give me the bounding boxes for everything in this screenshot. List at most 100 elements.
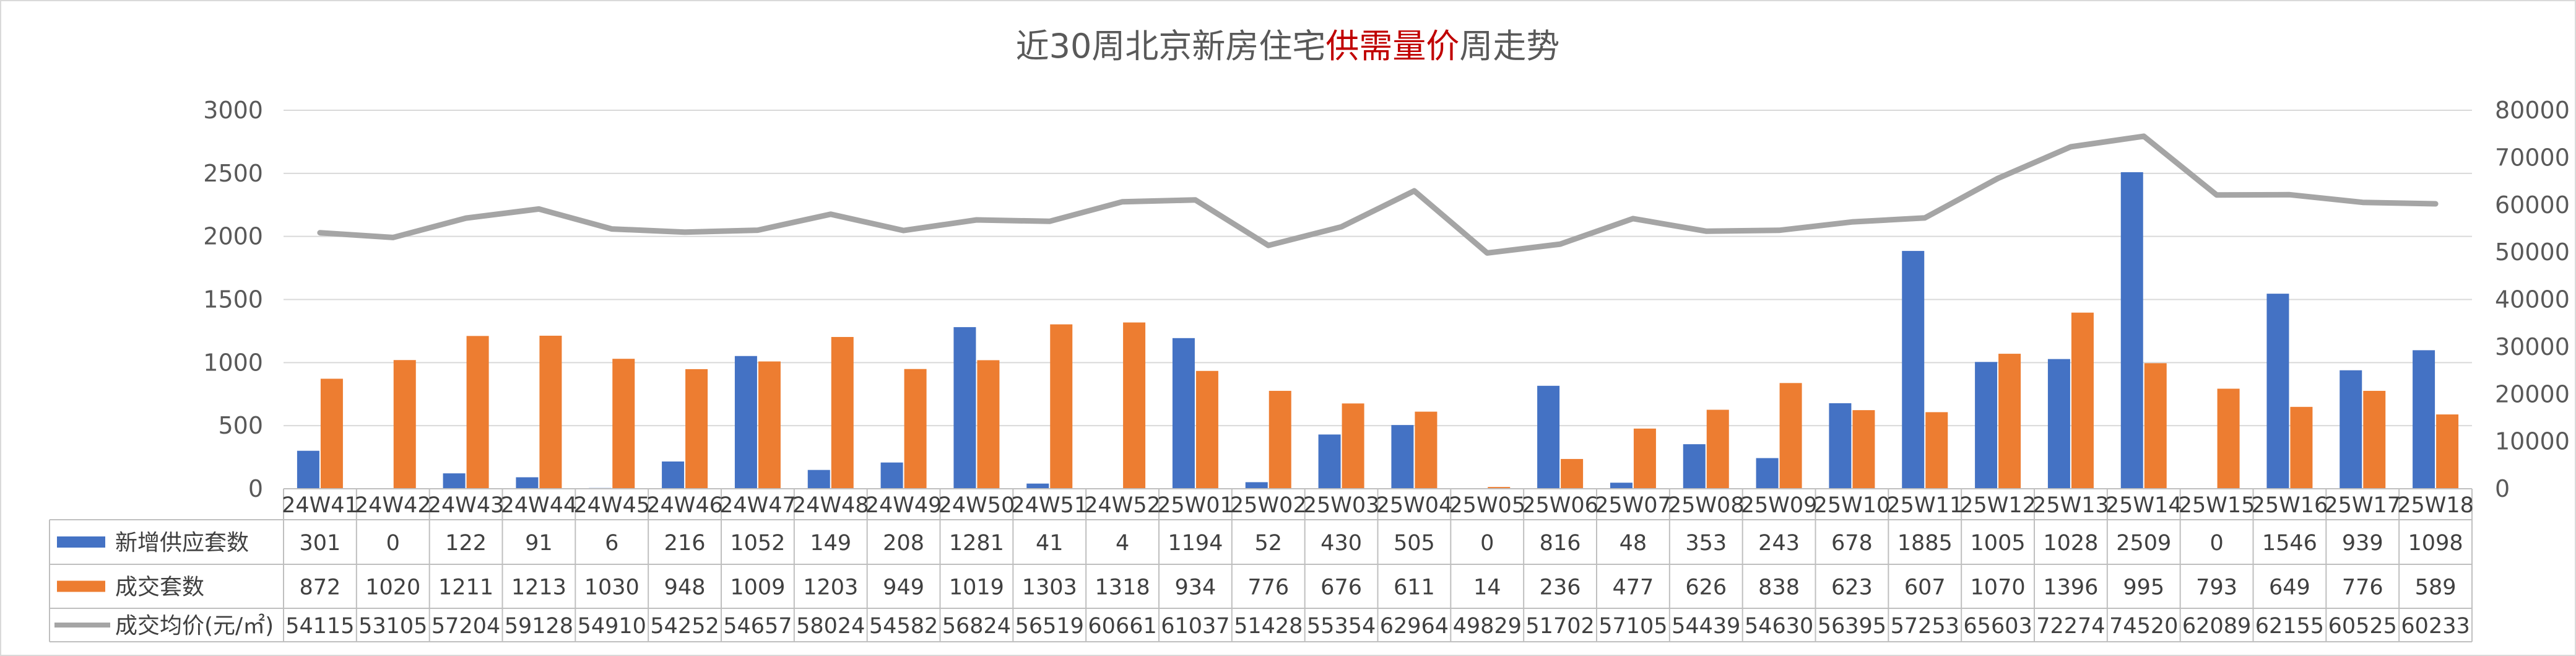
table-cell: 6	[605, 531, 618, 556]
transaction-bar	[1268, 390, 1291, 489]
table-cell: 62155	[2255, 614, 2324, 639]
transaction-bar	[2144, 363, 2167, 489]
gridlines	[284, 110, 2472, 427]
supply-bar	[1683, 444, 1706, 489]
table-cell: 56519	[1015, 614, 1084, 639]
category-label: 25W13	[2032, 493, 2109, 518]
y-left-tick-label: 2500	[203, 160, 263, 187]
transaction-bar	[1706, 409, 1729, 489]
table-cell: 1396	[2043, 575, 2098, 600]
table-cell: 56824	[942, 614, 1011, 639]
price-line	[317, 133, 2439, 256]
table-cell: 58024	[796, 614, 865, 639]
transaction-bar	[1925, 412, 1948, 489]
category-label: 24W50	[939, 493, 1015, 518]
table-cell: 51428	[1234, 614, 1303, 639]
table-cell: 54115	[285, 614, 354, 639]
transaction-bar	[2071, 312, 2094, 489]
supply-bar	[2120, 172, 2143, 489]
table-cell: 1098	[2408, 531, 2463, 556]
table-cell: 949	[883, 575, 924, 600]
table-cell: 1318	[1095, 575, 1150, 600]
table-cell: 1020	[365, 575, 420, 600]
table-cell: 54630	[1745, 614, 1813, 639]
supply-bar	[2413, 350, 2435, 489]
category-label: 25W06	[1522, 493, 1598, 518]
category-label: 25W07	[1595, 493, 1672, 518]
supply-bar	[297, 450, 319, 489]
y-right-tick-label: 70000	[2495, 144, 2570, 171]
table-cell: 1028	[2043, 531, 2098, 556]
supply-bar	[1537, 385, 1560, 489]
table-cell: 1213	[511, 575, 566, 600]
transaction-bar	[1342, 403, 1364, 489]
transaction-bar	[320, 378, 343, 489]
table-cell: 62089	[2182, 614, 2251, 639]
supply-bar	[953, 327, 976, 489]
table-cell: 934	[1175, 575, 1216, 600]
table-cell: 1009	[730, 575, 785, 600]
transaction-bar	[831, 336, 854, 489]
supply-bar	[1391, 425, 1414, 489]
table-cell: 0	[1480, 531, 1494, 556]
table-cell: 60525	[2328, 614, 2397, 639]
table-cell: 776	[2342, 575, 2383, 600]
category-label: 25W08	[1668, 493, 1745, 518]
table-cell: 52	[1254, 531, 1282, 556]
table-cell: 216	[664, 531, 706, 556]
table-cell: 1019	[949, 575, 1004, 600]
table-cell: 54657	[723, 614, 792, 639]
transaction-bar	[466, 336, 489, 489]
right-axis: 0 10000 20000 30000 40000 50000 60000 70000 8000…	[2495, 97, 2570, 502]
transaction-bar	[904, 369, 927, 489]
supply-bar	[1172, 338, 1195, 489]
transaction-bar	[539, 335, 562, 489]
table-cell: 60661	[1088, 614, 1156, 639]
table-cell: 2509	[2116, 531, 2171, 556]
legend-label: 成交套数	[115, 575, 204, 600]
y-right-tick-label: 60000	[2495, 191, 2570, 219]
transaction-bar	[1561, 458, 1584, 489]
supply-bar	[2047, 359, 2070, 489]
supply-bar	[734, 356, 757, 489]
left-axis: 0 500 1000 1500 2000 2500 3000	[203, 97, 263, 502]
transaction-bar	[685, 369, 708, 489]
table-cell: 65603	[1963, 614, 2032, 639]
table-cell: 57253	[1891, 614, 1959, 639]
avg-price-line	[317, 133, 2439, 256]
category-label: 25W11	[1886, 493, 1963, 518]
chart-title-highlight: 供需量价	[1325, 27, 1459, 66]
table-cell: 72274	[2036, 614, 2105, 639]
table-cell: 14	[1473, 575, 1501, 600]
table-cell: 56395	[1818, 614, 1886, 639]
table-cell: 1070	[1971, 575, 2026, 600]
table-cell: 353	[1685, 531, 1727, 556]
table-cell: 1005	[1971, 531, 2026, 556]
supply-bar	[1902, 251, 1925, 489]
supply-bar	[2340, 370, 2362, 489]
category-label: 25W02	[1230, 493, 1307, 518]
y-right-tick-label: 50000	[2495, 238, 2570, 266]
table-cell: 54439	[1672, 614, 1740, 639]
table-cell: 1194	[1168, 531, 1223, 556]
transaction-bar	[1123, 322, 1146, 489]
table-cell: 611	[1394, 575, 1435, 600]
table-cell: 54582	[869, 614, 938, 639]
table-cell: 589	[2415, 575, 2457, 600]
supply-bar	[662, 461, 685, 489]
supply-bar	[880, 462, 903, 489]
table-cell: 872	[300, 575, 341, 600]
category-label: 24W49	[865, 493, 942, 518]
table-cell: 0	[2210, 531, 2223, 556]
y-left-tick-label: 2000	[203, 223, 263, 250]
chart-title-part: 周走势	[1459, 27, 1559, 66]
transaction-bar	[2363, 390, 2386, 489]
category-label: 24W43	[428, 493, 505, 518]
supply-bar	[1318, 434, 1341, 489]
transaction-bar	[1050, 324, 1073, 489]
category-label: 24W41	[282, 493, 358, 518]
supply-bar	[2266, 294, 2289, 489]
y-right-tick-label: 10000	[2495, 428, 2570, 455]
transaction-bar	[1415, 411, 1438, 489]
supply-bar	[1756, 458, 1779, 489]
